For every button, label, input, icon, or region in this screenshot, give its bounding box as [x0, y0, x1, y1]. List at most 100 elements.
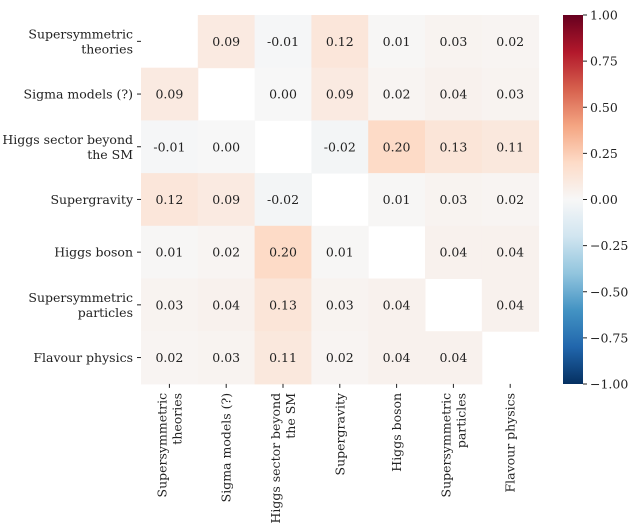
x-tick-label-1: Sigma models (?)	[219, 393, 234, 502]
colorbar-tick-label-7: −0.75	[590, 330, 628, 345]
heatmap-cell-label-0-6: 0.02	[496, 34, 524, 49]
heatmap-cell-4-2	[254, 225, 312, 279]
colorbar-tick-label-6: −0.50	[590, 284, 628, 299]
heatmap-cell-label-4-2: 0.20	[269, 245, 297, 260]
heatmap-cell-label-0-2: -0.01	[267, 34, 299, 49]
heatmap-cell-label-0-5: 0.03	[439, 34, 467, 49]
heatmap-cell-label-4-6: 0.04	[496, 245, 524, 260]
heatmap-cell-4-5	[425, 225, 483, 279]
x-tick-label-3: Supergravity	[332, 392, 347, 476]
heatmap-cell-label-0-4: 0.01	[383, 34, 411, 49]
heatmap-cell-5-1	[197, 278, 256, 332]
heatmap-cell-label-1-5: 0.04	[439, 87, 467, 102]
colorbar-tick-label-5: −0.25	[590, 238, 628, 253]
colorbar: 1.00 0.75 0.50 0.25 0.00 −0.25 −0.50 −0.75 −1.00	[563, 8, 628, 392]
heatmap-cell-label-1-3: 0.09	[326, 87, 354, 102]
colorbar-gradient	[563, 15, 583, 384]
heatmap-cell-label-3-2: -0.02	[267, 192, 299, 207]
heatmap-cell-label-6-4: 0.04	[383, 350, 411, 365]
heatmap-cell-label-5-0: 0.03	[155, 297, 183, 312]
heatmap-cell-0-2	[254, 15, 312, 69]
heatmap-cell-label-3-0: 0.12	[155, 192, 183, 207]
heatmap-cell-label-1-4: 0.02	[383, 87, 411, 102]
heatmap-cell-0-1	[197, 15, 256, 69]
heatmap-cell-label-3-6: 0.02	[496, 192, 524, 207]
heatmap-cell-4-1	[197, 225, 256, 279]
heatmap-cell-2-6	[481, 120, 540, 174]
heatmap-cell-label-5-6: 0.04	[496, 297, 524, 312]
heatmap-cell-2-1	[197, 120, 256, 174]
heatmap-cell-4-0	[141, 225, 199, 279]
heatmap-cell-labels: 0.09 -0.01 0.12 0.01 0.03 0.02 0.09 0.00 0.09 0.0…	[153, 34, 524, 365]
heatmap-cell-label-1-0: 0.09	[155, 87, 183, 102]
y-tick-label-1: Sigma models (?)	[24, 87, 133, 102]
heatmap-cell-label-6-1: 0.03	[212, 350, 240, 365]
heatmap-cell-6-1	[197, 331, 256, 385]
heatmap-cell-4-3	[311, 225, 369, 279]
x-tick-label-6: Flavour physics	[503, 393, 518, 493]
heatmap-cell-1-3	[311, 67, 369, 121]
heatmap-cell-2-4	[368, 120, 426, 174]
heatmap-cells	[141, 15, 540, 385]
heatmap-cell-5-2	[254, 278, 312, 332]
heatmap-cell-label-2-5: 0.13	[439, 139, 467, 154]
y-axis: Supersymmetric theories Sigma models (?) Hi…	[2, 26, 141, 365]
heatmap-cell-label-4-1: 0.02	[212, 245, 240, 260]
heatmap-cell-label-5-3: 0.03	[326, 297, 354, 312]
heatmap-cell-label-6-3: 0.02	[326, 350, 354, 365]
heatmap-cell-label-2-1: 0.00	[212, 139, 240, 154]
colorbar-ticks: 1.00 0.75 0.50 0.25 0.00 −0.25 −0.50 −0.75 −1.00	[583, 8, 628, 392]
colorbar-tick-label-4: 0.00	[590, 192, 618, 207]
heatmap-cell-2-3	[311, 120, 369, 174]
heatmap-cell-5-0	[141, 278, 199, 332]
heatmap-cell-label-6-2: 0.11	[269, 350, 297, 365]
heatmap-cell-label-5-4: 0.04	[383, 297, 411, 312]
colorbar-tick-label-2: 0.50	[590, 100, 618, 115]
heatmap-cell-label-3-5: 0.03	[439, 192, 467, 207]
heatmap-cell-5-4	[368, 278, 426, 332]
heatmap-cell-6-0	[141, 331, 199, 385]
heatmap-cell-label-2-0: -0.01	[153, 139, 185, 154]
y-tick-label-2: Higgs sector beyond the SM	[2, 132, 133, 162]
heatmap-cell-label-2-6: 0.11	[496, 139, 524, 154]
x-tick-label-4: Higgs boson	[389, 393, 404, 472]
heatmap-cell-label-6-0: 0.02	[155, 350, 183, 365]
heatmap-cell-1-0	[141, 67, 199, 121]
heatmap-cell-0-5	[425, 15, 483, 69]
heatmap-cell-label-5-2: 0.13	[269, 297, 297, 312]
heatmap-cell-label-4-5: 0.04	[439, 245, 467, 260]
colorbar-tick-label-1: 0.75	[590, 54, 618, 69]
heatmap-cell-0-3	[311, 15, 369, 69]
heatmap-cell-3-0	[141, 173, 199, 227]
colorbar-tick-label-0: 1.00	[590, 8, 618, 23]
x-tick-label-2: Higgs sector beyondthe SM	[268, 393, 298, 524]
heatmap-cell-3-1	[197, 173, 256, 227]
heatmap-cell-3-2	[254, 173, 312, 227]
heatmap-cell-0-4	[368, 15, 426, 69]
y-tick-label-6: Flavour physics	[33, 350, 133, 365]
heatmap-cell-label-0-3: 0.12	[326, 34, 354, 49]
y-tick-label-4: Higgs boson	[54, 245, 133, 260]
heatmap-cell-label-5-1: 0.04	[212, 297, 240, 312]
x-tick-label-5: Supersymmetricparticles	[438, 393, 468, 498]
heatmap-cell-6-4	[368, 331, 426, 385]
heatmap-cell-6-5	[425, 331, 483, 385]
heatmap-cell-1-4	[368, 67, 426, 121]
heatmap-cell-label-6-5: 0.04	[439, 350, 467, 365]
heatmap-cell-label-1-6: 0.03	[496, 87, 524, 102]
heatmap-cell-2-5	[425, 120, 483, 174]
heatmap-cell-4-6	[481, 225, 540, 279]
heatmap-cell-3-6	[481, 173, 540, 227]
heatmap-cell-5-3	[311, 278, 369, 332]
x-axis: Supersymmetrictheories Sigma models (?) Hi…	[154, 383, 518, 524]
heatmap-cell-1-6	[481, 67, 540, 121]
heatmap-cell-1-5	[425, 67, 483, 121]
heatmap-cell-label-0-1: 0.09	[212, 34, 240, 49]
y-tick-label-3: Supergravity	[50, 192, 134, 207]
colorbar-tick-label-8: −1.00	[590, 377, 628, 392]
heatmap-cell-label-2-3: -0.02	[324, 139, 356, 154]
heatmap-cell-label-3-4: 0.01	[383, 192, 411, 207]
y-tick-label-0: Supersymmetric theories	[28, 26, 133, 56]
heatmap-cell-1-2	[254, 67, 312, 121]
